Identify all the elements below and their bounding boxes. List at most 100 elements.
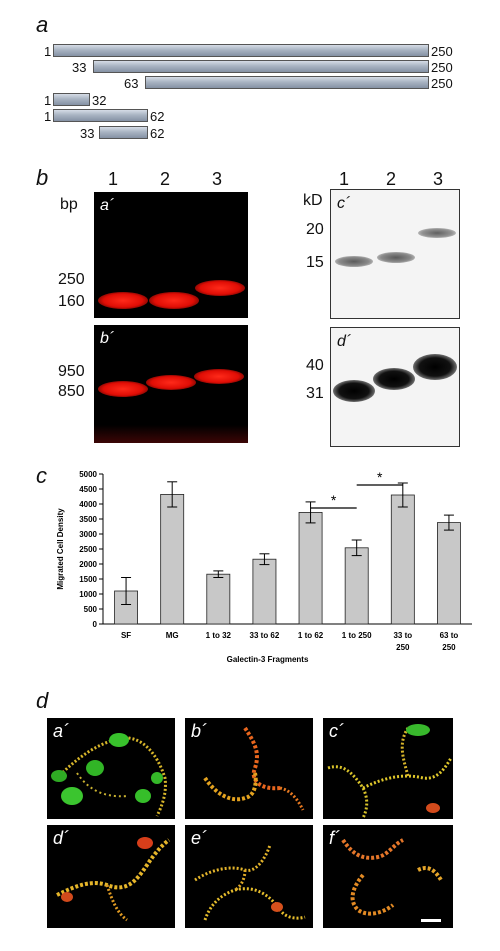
lane-number: 1	[339, 169, 350, 189]
lane-number: 3	[433, 169, 444, 189]
chart-bar	[344, 547, 369, 625]
chart-bar	[437, 522, 461, 625]
x-tick-label: 250	[396, 643, 410, 652]
y-tick-label: 0	[93, 620, 98, 629]
y-tick-label: 1500	[79, 575, 97, 584]
construct-start: 63	[124, 76, 139, 91]
micrograph-label: d´	[53, 828, 70, 848]
gel-label: b´	[100, 330, 115, 347]
x-tick-label: MG	[166, 631, 179, 640]
blot-band	[373, 368, 415, 390]
x-tick-label: 250	[442, 643, 456, 652]
gel-smear	[94, 425, 248, 443]
y-tick-label: 1000	[79, 590, 97, 599]
chart-bar	[252, 558, 277, 625]
construct-end: 250	[431, 44, 453, 59]
lane-number: 2	[386, 169, 397, 189]
x-tick-label: 1 to 62	[298, 631, 324, 640]
lane-number: 2	[160, 169, 171, 189]
western-blot-top: c´	[330, 189, 460, 319]
x-tick-label: 1 to 32	[206, 631, 232, 640]
x-tick-label: 1 to 250	[342, 631, 372, 640]
chart-bar	[298, 512, 323, 625]
x-tick-label: SF	[121, 631, 131, 640]
chart-bar	[206, 573, 231, 625]
construct-bar	[145, 76, 429, 89]
blot-label: c´	[337, 195, 351, 212]
micrograph-label: a´	[53, 721, 70, 741]
construct-start: 1	[44, 93, 52, 108]
y-tick-label: 5000	[79, 470, 97, 479]
blot-marker: 20	[306, 221, 324, 238]
gel-marker: 160	[58, 293, 85, 310]
blot-marker: 40	[306, 357, 324, 374]
panel-b-letter: b	[36, 165, 49, 190]
panel-d-letter: d	[36, 688, 49, 713]
y-tick-label: 4500	[79, 485, 97, 494]
gel-band	[146, 375, 196, 390]
x-tick-label: 33 to	[393, 631, 412, 640]
blot-band	[377, 252, 415, 263]
chart-bar	[390, 494, 415, 625]
x-tick-label: 63 to	[440, 631, 459, 640]
construct-bar	[53, 109, 148, 122]
y-tick-label: 2500	[79, 545, 97, 554]
blot-label: d´	[337, 333, 352, 350]
micrograph-label: f´	[329, 828, 340, 848]
gel-marker: 950	[58, 363, 85, 380]
gel-marker: 250	[58, 271, 85, 288]
y-tick-label: 500	[84, 605, 98, 614]
micrograph-label: e´	[191, 828, 208, 848]
gel-band	[149, 292, 199, 309]
gel-marker: 850	[58, 383, 85, 400]
blot-band	[335, 256, 373, 267]
dna-gel-bottom: b´	[94, 325, 248, 443]
migration-bar-chart: 0 500 1000 1500 2000 2500 3000 3500 4000 4500 5000…	[56, 469, 472, 664]
chart-bar	[160, 493, 185, 625]
gel-unit: bp	[60, 196, 78, 213]
construct-start: 1	[44, 44, 52, 59]
panel-a-letter: a	[36, 12, 49, 37]
y-tick-label: 2000	[79, 560, 97, 569]
y-tick-label: 4000	[79, 500, 97, 509]
western-blot-bottom: d´	[330, 327, 460, 447]
construct-bar	[53, 93, 90, 106]
y-tick-label: 3500	[79, 515, 97, 524]
lane-number: 1	[108, 169, 119, 189]
y-axis-label: Migrated Cell Density	[56, 508, 65, 590]
blot-band	[333, 380, 375, 402]
micrograph: c´	[323, 718, 453, 819]
blot-band	[413, 354, 457, 380]
micrograph: b´	[185, 718, 313, 819]
micrograph: a´	[47, 718, 175, 819]
significance-star: *	[331, 492, 337, 508]
x-tick-label: 33 to 62	[250, 631, 280, 640]
gel-band	[98, 381, 148, 397]
micrograph-label: c´	[329, 721, 344, 741]
blot-marker: 15	[306, 254, 324, 271]
blot-unit: kD	[303, 192, 323, 209]
construct-end: 250	[431, 60, 453, 75]
construct-bar	[93, 60, 429, 73]
blot-band	[418, 228, 456, 238]
x-axis-label: Galectin-3 Fragments	[227, 655, 309, 664]
lane-number: 3	[212, 169, 223, 189]
significance-star: *	[377, 469, 383, 485]
gel-band	[98, 292, 148, 309]
dna-gel-top: a´	[94, 192, 248, 318]
construct-bar	[99, 126, 148, 139]
construct-end: 250	[431, 76, 453, 91]
construct-end: 62	[150, 109, 165, 124]
blot-marker: 31	[306, 385, 324, 402]
panel-c-letter: c	[36, 463, 47, 488]
gel-band	[194, 369, 244, 384]
gel-band	[195, 280, 245, 296]
micrograph: f´	[323, 825, 453, 928]
construct-start: 33	[80, 126, 95, 141]
construct-end: 32	[92, 93, 107, 108]
micrograph: d´	[47, 825, 175, 928]
construct-end: 62	[150, 126, 165, 141]
construct-start: 1	[44, 109, 52, 124]
micrograph-label: b´	[191, 721, 208, 741]
micrograph: e´	[185, 825, 313, 928]
